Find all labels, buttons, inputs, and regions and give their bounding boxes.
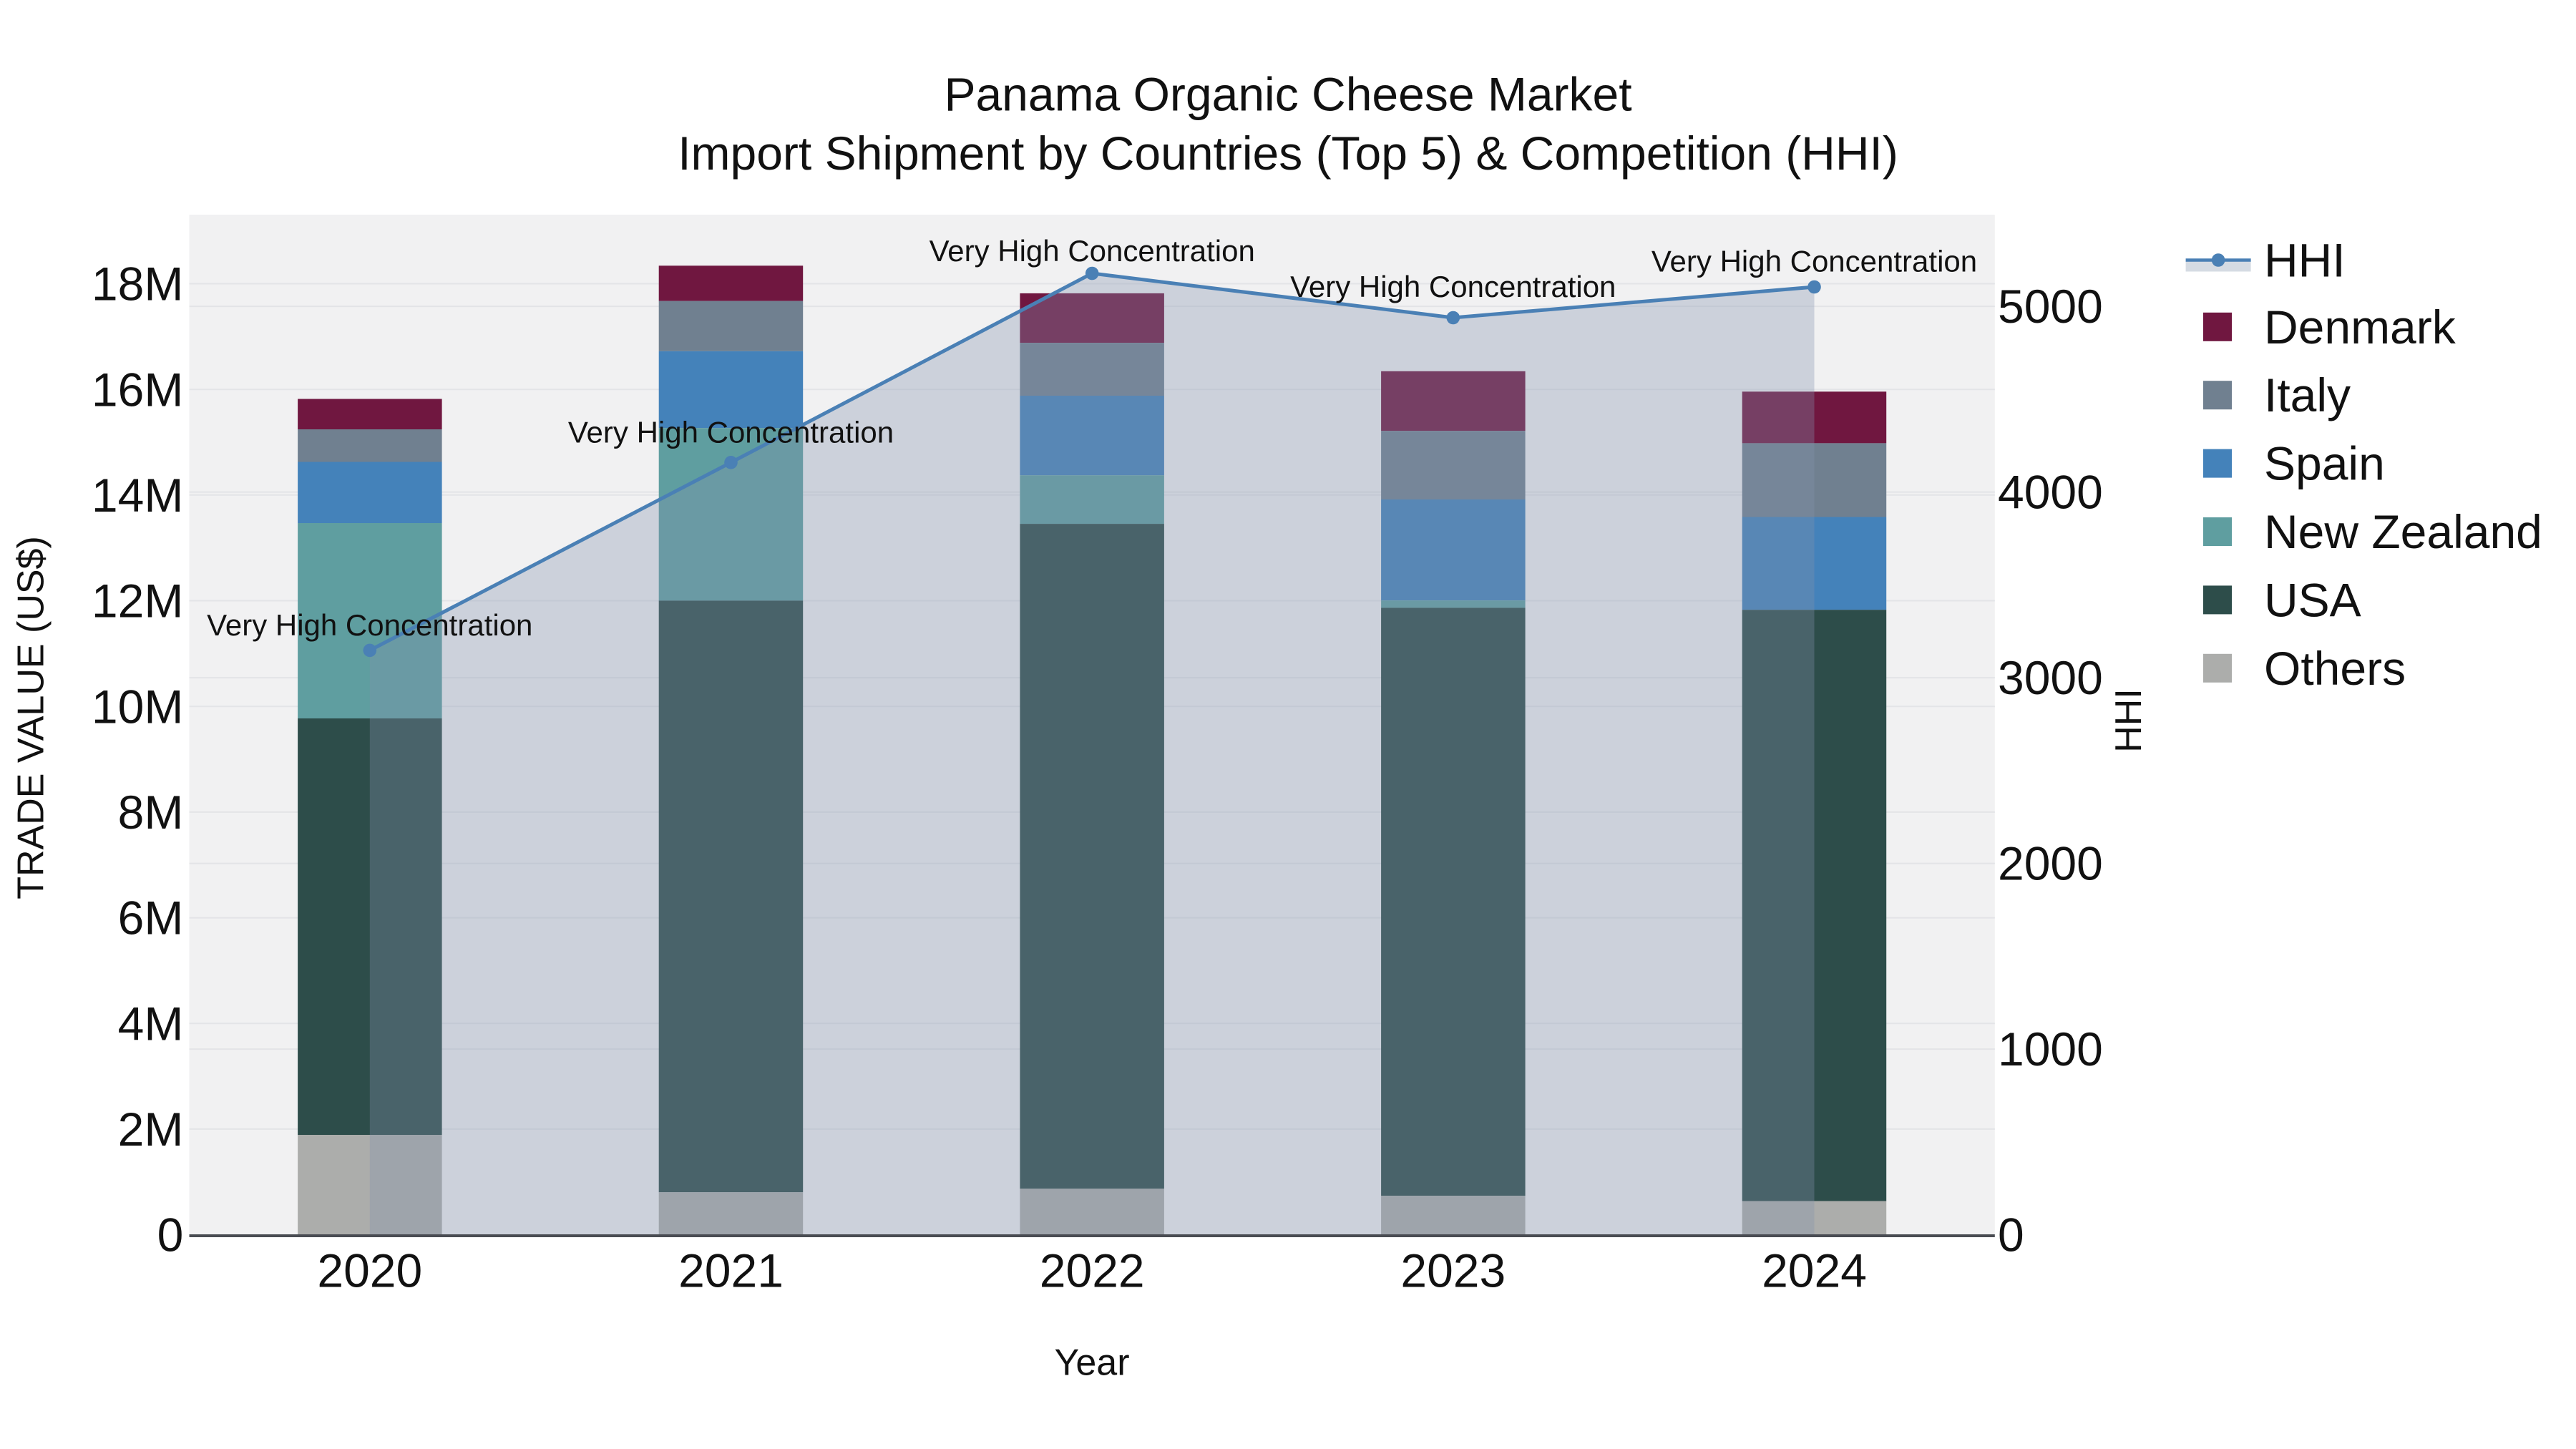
svg-text:10M: 10M — [92, 680, 183, 733]
svg-text:Very High Concentration: Very High Concentration — [568, 415, 894, 449]
svg-text:0: 0 — [1998, 1209, 2024, 1262]
svg-text:4M: 4M — [118, 997, 184, 1050]
svg-text:Italy: Italy — [2264, 369, 2351, 421]
svg-text:TRADE VALUE (US$): TRADE VALUE (US$) — [11, 536, 52, 899]
svg-text:2021: 2021 — [678, 1244, 784, 1297]
svg-text:3000: 3000 — [1998, 651, 2103, 704]
svg-text:2024: 2024 — [1762, 1244, 1867, 1297]
svg-text:2M: 2M — [118, 1103, 184, 1156]
svg-text:HHI: HHI — [2264, 234, 2346, 287]
svg-text:Spain: Spain — [2264, 437, 2385, 490]
svg-text:Year: Year — [1054, 1342, 1129, 1384]
svg-text:4000: 4000 — [1998, 466, 2103, 519]
svg-text:12M: 12M — [92, 575, 183, 628]
svg-text:Panama Organic Cheese Market: Panama Organic Cheese Market — [944, 67, 1631, 120]
svg-text:6M: 6M — [118, 892, 184, 945]
svg-text:18M: 18M — [92, 258, 183, 311]
svg-text:Very High Concentration: Very High Concentration — [207, 608, 532, 642]
svg-text:Very High Concentration: Very High Concentration — [930, 234, 1255, 268]
svg-text:8M: 8M — [118, 786, 184, 839]
svg-text:Others: Others — [2264, 642, 2406, 695]
svg-text:2023: 2023 — [1400, 1244, 1506, 1297]
svg-text:14M: 14M — [92, 469, 183, 522]
svg-text:Import Shipment by Countries (: Import Shipment by Countries (Top 5) & C… — [678, 127, 1898, 180]
svg-text:2020: 2020 — [317, 1244, 422, 1297]
svg-text:0: 0 — [157, 1209, 184, 1262]
svg-text:16M: 16M — [92, 363, 183, 416]
svg-text:Very High Concentration: Very High Concentration — [1290, 270, 1616, 303]
svg-text:New Zealand: New Zealand — [2264, 505, 2542, 558]
svg-text:2022: 2022 — [1040, 1244, 1145, 1297]
svg-text:USA: USA — [2264, 573, 2361, 626]
svg-text:Denmark: Denmark — [2264, 301, 2457, 353]
svg-text:HHI: HHI — [2108, 688, 2150, 753]
svg-text:1000: 1000 — [1998, 1023, 2103, 1075]
svg-text:2000: 2000 — [1998, 837, 2103, 890]
svg-text:Very High Concentration: Very High Concentration — [1652, 245, 1977, 278]
svg-text:5000: 5000 — [1998, 280, 2103, 333]
